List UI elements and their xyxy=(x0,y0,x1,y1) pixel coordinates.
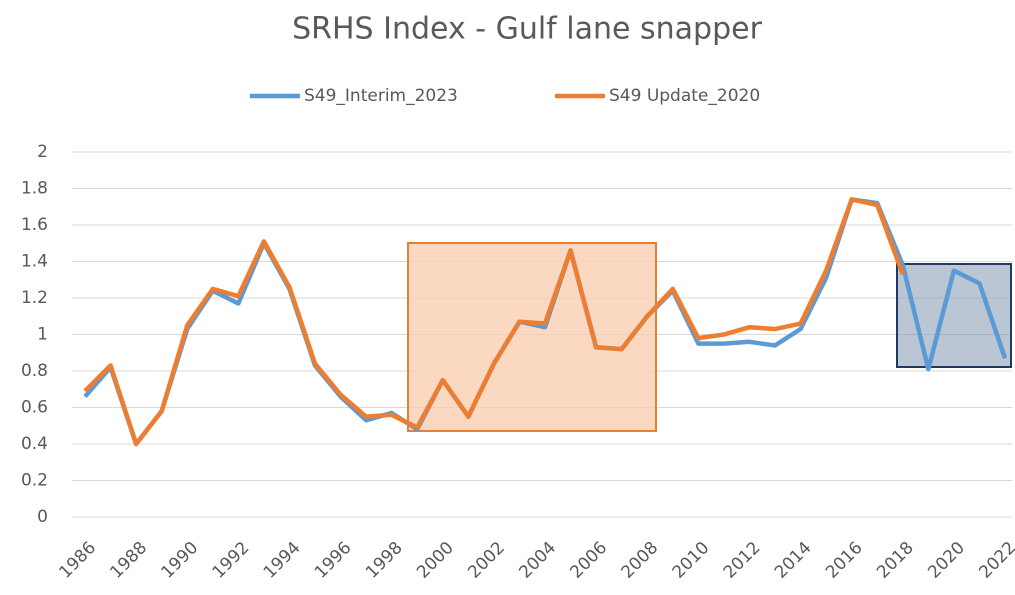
x-tick-label: 2000 xyxy=(413,538,458,583)
y-tick-label: 0.8 xyxy=(21,361,48,381)
y-tick-label: 0 xyxy=(37,507,48,527)
x-tick-label: 1994 xyxy=(260,538,305,583)
y-tick-label: 0.6 xyxy=(21,398,48,418)
lines xyxy=(83,197,1008,447)
x-tick-label: 2006 xyxy=(566,538,611,583)
x-tick-label: 2016 xyxy=(822,538,867,583)
x-tick-label: 1990 xyxy=(158,538,203,583)
y-tick-label: 1.4 xyxy=(21,252,48,272)
x-tick-label: 2022 xyxy=(975,538,1015,583)
x-tick-label: 2004 xyxy=(515,538,560,583)
series-line xyxy=(83,197,905,447)
legend: S49_Interim_2023 S49 Update_2020 xyxy=(250,86,760,106)
y-tick-label: 0.2 xyxy=(21,471,48,491)
y-tick-label: 1.2 xyxy=(21,288,48,308)
x-tick-label: 1986 xyxy=(55,538,100,583)
x-tick-label: 2010 xyxy=(669,538,714,583)
x-tick-label: 1992 xyxy=(209,538,254,583)
y-tick-label: 1.6 xyxy=(21,215,48,235)
legend-label: S49_Interim_2023 xyxy=(304,86,458,106)
x-tick-label: 2002 xyxy=(464,538,509,583)
x-tick-label: 2014 xyxy=(771,538,816,583)
x-tick-label: 2018 xyxy=(873,538,918,583)
x-tick-label: 1998 xyxy=(362,538,407,583)
y-tick-label: 1 xyxy=(37,325,48,345)
chart-title: SRHS Index - Gulf lane snapper xyxy=(292,12,763,47)
x-tick-label: 1996 xyxy=(311,538,356,583)
legend-label: S49 Update_2020 xyxy=(609,86,760,106)
x-tick-label: 1988 xyxy=(106,538,151,583)
y-tick-label: 2 xyxy=(37,142,48,162)
y-tick-label: 0.4 xyxy=(21,434,48,454)
highlight-box xyxy=(407,242,657,432)
x-tick-label: 2008 xyxy=(618,538,663,583)
y-tick-label: 1.8 xyxy=(21,179,48,199)
x-tick-label: 2012 xyxy=(720,538,765,583)
x-tick-label: 2020 xyxy=(924,538,969,583)
